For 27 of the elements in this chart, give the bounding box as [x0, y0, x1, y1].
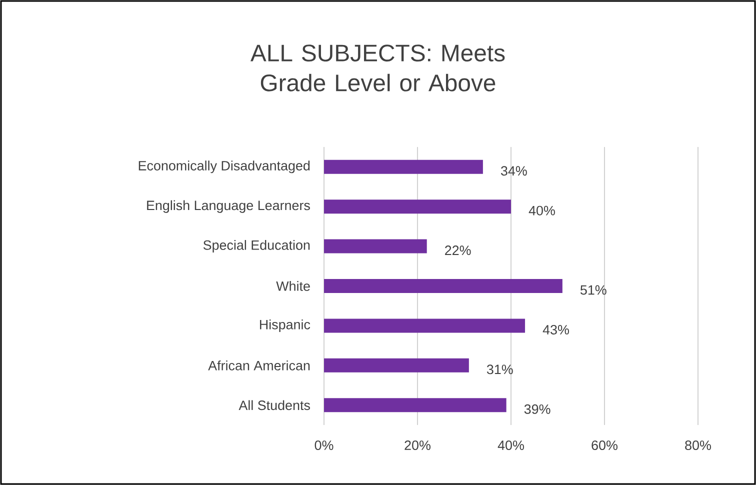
y-tick-label: Special Education	[203, 240, 310, 253]
bar	[324, 358, 469, 372]
bar	[324, 239, 427, 254]
x-tick-label: 40%	[498, 440, 524, 450]
y-tick-label: African American	[208, 360, 310, 370]
x-tick-label: 60%	[592, 440, 618, 450]
y-tick-label: Hispanic	[260, 319, 310, 332]
data-label: 22%	[445, 246, 471, 256]
bar	[324, 398, 506, 412]
bar	[324, 160, 483, 174]
y-tick-label: Economically Disadvantaged	[138, 160, 310, 174]
bar	[324, 200, 511, 214]
data-label: 31%	[486, 364, 513, 374]
bar	[324, 279, 562, 293]
data-label: 34%	[500, 166, 527, 176]
x-tick-label: 20%	[404, 440, 430, 450]
y-tick-label: English Language Learners	[147, 200, 310, 213]
x-tick-label: 80%	[685, 440, 711, 450]
data-label: 43%	[542, 324, 569, 334]
data-label: 51%	[580, 285, 606, 295]
x-tick-label: 0%	[314, 440, 334, 450]
bar	[324, 318, 526, 333]
y-tick-label: White	[276, 281, 310, 291]
y-tick-label: All Students	[238, 400, 310, 410]
data-label: 39%	[524, 404, 550, 414]
chart-title: ALL SUBJECTS: Meets Grade Level or Above	[250, 44, 505, 92]
data-label: 40%	[528, 206, 555, 216]
